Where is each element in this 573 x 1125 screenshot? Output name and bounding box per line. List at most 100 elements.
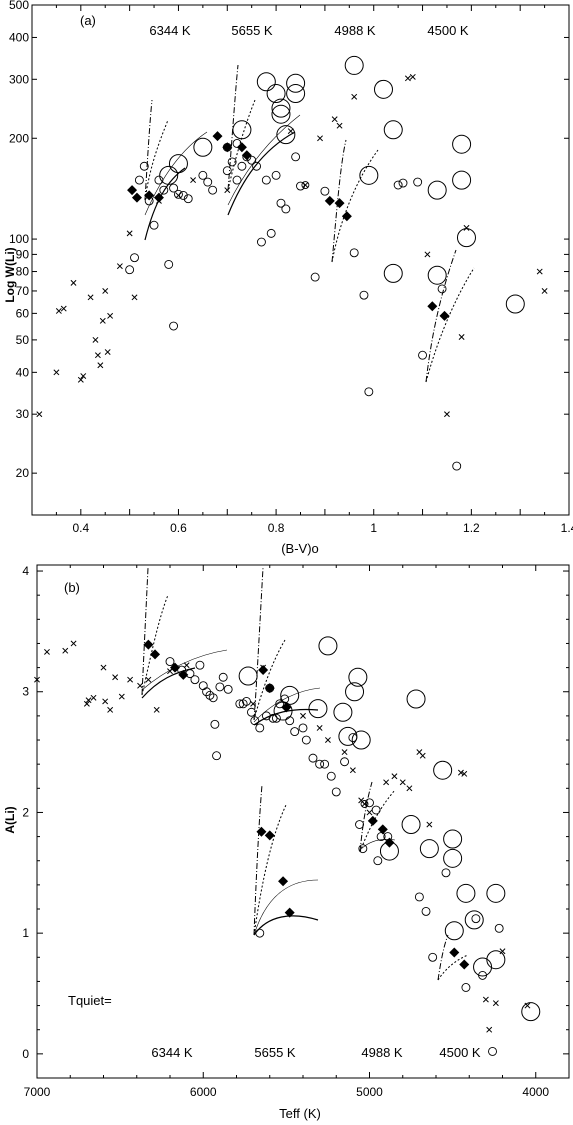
- panel-b-point-open-circle: [242, 696, 251, 706]
- curve-b-low-thin: [253, 879, 319, 936]
- panel-a-point-cross: [175, 192, 182, 199]
- panel-b-point-filled-diamond: [258, 665, 269, 676]
- panel-a-annotation-4988: 4988 K: [334, 23, 376, 38]
- panel-b-point-open-circle: [250, 716, 260, 726]
- panel-a-point-open-circle-large: [359, 165, 379, 185]
- panel-b-model-curves: [141, 567, 469, 981]
- panel-b-point-cross: [486, 1026, 493, 1033]
- panel-b-point-open-circle: [494, 923, 504, 933]
- panel-a-point-open-circle: [154, 175, 164, 185]
- panel-b-point-cross: [90, 694, 97, 701]
- panel-a-point-open-circle-large: [286, 73, 306, 93]
- panel-b-point-filled-diamond: [281, 702, 292, 713]
- panel-a-point-open-circle-large: [271, 98, 291, 118]
- panel-b-point-cross: [44, 648, 50, 655]
- panel-b-point-open-circle-large: [486, 883, 506, 903]
- panel-a-point-open-circle: [198, 170, 208, 180]
- panel-b-point-open-circle: [326, 771, 336, 781]
- panel-b-point-cross: [83, 700, 90, 707]
- panel-a-point-open-circle-large: [256, 72, 276, 92]
- panel-a-point-open-circle: [276, 198, 286, 208]
- panel-b-point-filled-diamond: [150, 649, 161, 660]
- panel-a-point-open-circle: [169, 321, 179, 331]
- panel-b-point-open-circle: [190, 675, 200, 685]
- panel-a-point-open-circle: [227, 157, 237, 167]
- panel-b-point-cross: [366, 809, 373, 816]
- panel-b-point-open-circle: [331, 787, 341, 797]
- panel-b-point-cross: [183, 662, 190, 669]
- panel-b-point-open-circle: [218, 672, 228, 682]
- panel-b-point-open-circle: [255, 723, 265, 733]
- panel-a: (a) Log W(Li) (B-V)o 6344 K 5655 K 4988 …: [3, 0, 573, 556]
- panel-a-point-open-circle: [125, 265, 135, 275]
- panel-a-point-cross: [92, 336, 99, 343]
- curve-a-6344-thin: [144, 131, 208, 216]
- panel-b-point-open-circle: [285, 716, 295, 726]
- curve-a-4500-dotted: [425, 267, 475, 383]
- panel-b-point-cross: [145, 676, 152, 683]
- panel-b-point-cross: [70, 640, 77, 647]
- panel-b-point-open-circle-large: [333, 702, 353, 722]
- panel-a-point-cross: [107, 312, 114, 319]
- panel-a-xtick-label: 0.6: [170, 521, 187, 535]
- panel-a-ytick-label: 200: [9, 131, 29, 145]
- panel-b-point-filled-diamond: [143, 639, 154, 650]
- panel-a-point-open-circle: [398, 178, 408, 188]
- panel-a-ytick-label: 100: [9, 232, 29, 246]
- panel-a-point-open-circle-large: [452, 170, 472, 190]
- panel-b-point-open-circle-large: [351, 730, 371, 750]
- panel-a-point-cross: [463, 224, 470, 231]
- panel-a-point-open-circle-large: [159, 165, 179, 185]
- panel-b-point-open-circle: [301, 735, 311, 745]
- curve-a-6344-dashdot: [144, 99, 153, 201]
- panel-a-point-open-circle: [164, 259, 174, 269]
- panel-b-point-open-circle-large: [443, 848, 463, 868]
- curve-a-5655-dashdot: [227, 64, 239, 191]
- curve-a-6344-solid: [144, 167, 186, 241]
- panel-a-point-cross: [351, 93, 358, 100]
- panel-b-point-open-circle: [371, 805, 381, 815]
- panel-a-point-cross: [94, 352, 101, 359]
- panel-a-point-cross: [80, 373, 87, 379]
- panel-b-point-open-circle-large: [318, 636, 338, 656]
- panel-a-ytick-label: 70: [16, 284, 30, 298]
- panel-b-point-cross: [112, 674, 119, 681]
- panel-b-xtick-label: 6000: [190, 1085, 217, 1099]
- curve-b-6344-solid: [141, 667, 196, 699]
- panel-a-point-cross: [77, 376, 84, 383]
- panel-b-point-open-circle-large: [238, 666, 258, 686]
- panel-b-xtick-label: 4000: [522, 1085, 549, 1099]
- panel-b-point-filled-diamond: [284, 907, 295, 918]
- panel-b-point-open-circle: [235, 699, 245, 709]
- panel-a-annotation-5655: 5655 K: [231, 23, 273, 38]
- curve-b-low-dashdot: [253, 784, 263, 936]
- panel-b-label: (b): [64, 580, 80, 595]
- panel-b-point-open-circle: [208, 693, 218, 703]
- curve-a-6344-dotted: [144, 119, 169, 201]
- panel-b-point-cross: [137, 682, 144, 689]
- panel-a-point-cross: [424, 251, 431, 258]
- panel-b-point-open-circle-large: [444, 921, 464, 941]
- panel-a-point-filled-diamond: [427, 301, 438, 312]
- panel-b-ytick-label: 2: [22, 805, 29, 819]
- panel-a-point-open-circle: [320, 186, 330, 196]
- panel-a-point-open-circle: [134, 175, 144, 185]
- curve-a-5655-thin: [227, 114, 301, 206]
- panel-b-point-cross: [100, 664, 107, 671]
- panel-a-point-open-circle-large: [383, 263, 403, 283]
- panel-a-point-open-circle-large: [373, 79, 393, 99]
- panel-a-ytick-label: 50: [16, 333, 30, 347]
- panel-b-xtick-label: 5000: [356, 1085, 383, 1099]
- panel-b-point-open-circle: [195, 660, 205, 670]
- curve-b-6344-dashdot: [141, 567, 149, 696]
- panel-a-point-cross: [116, 263, 123, 270]
- panel-b-point-open-circle-large: [401, 815, 421, 835]
- panel-b-point-filled-diamond: [256, 826, 267, 837]
- panel-a-point-cross: [53, 369, 60, 376]
- panel-a-xtick-label: 1: [370, 521, 377, 535]
- curve-b-4988-thin: [359, 839, 396, 851]
- panel-a-point-filled-diamond: [222, 142, 233, 153]
- panel-b-point-open-circle: [320, 759, 330, 769]
- panel-a-ytick-label: 500: [9, 0, 29, 12]
